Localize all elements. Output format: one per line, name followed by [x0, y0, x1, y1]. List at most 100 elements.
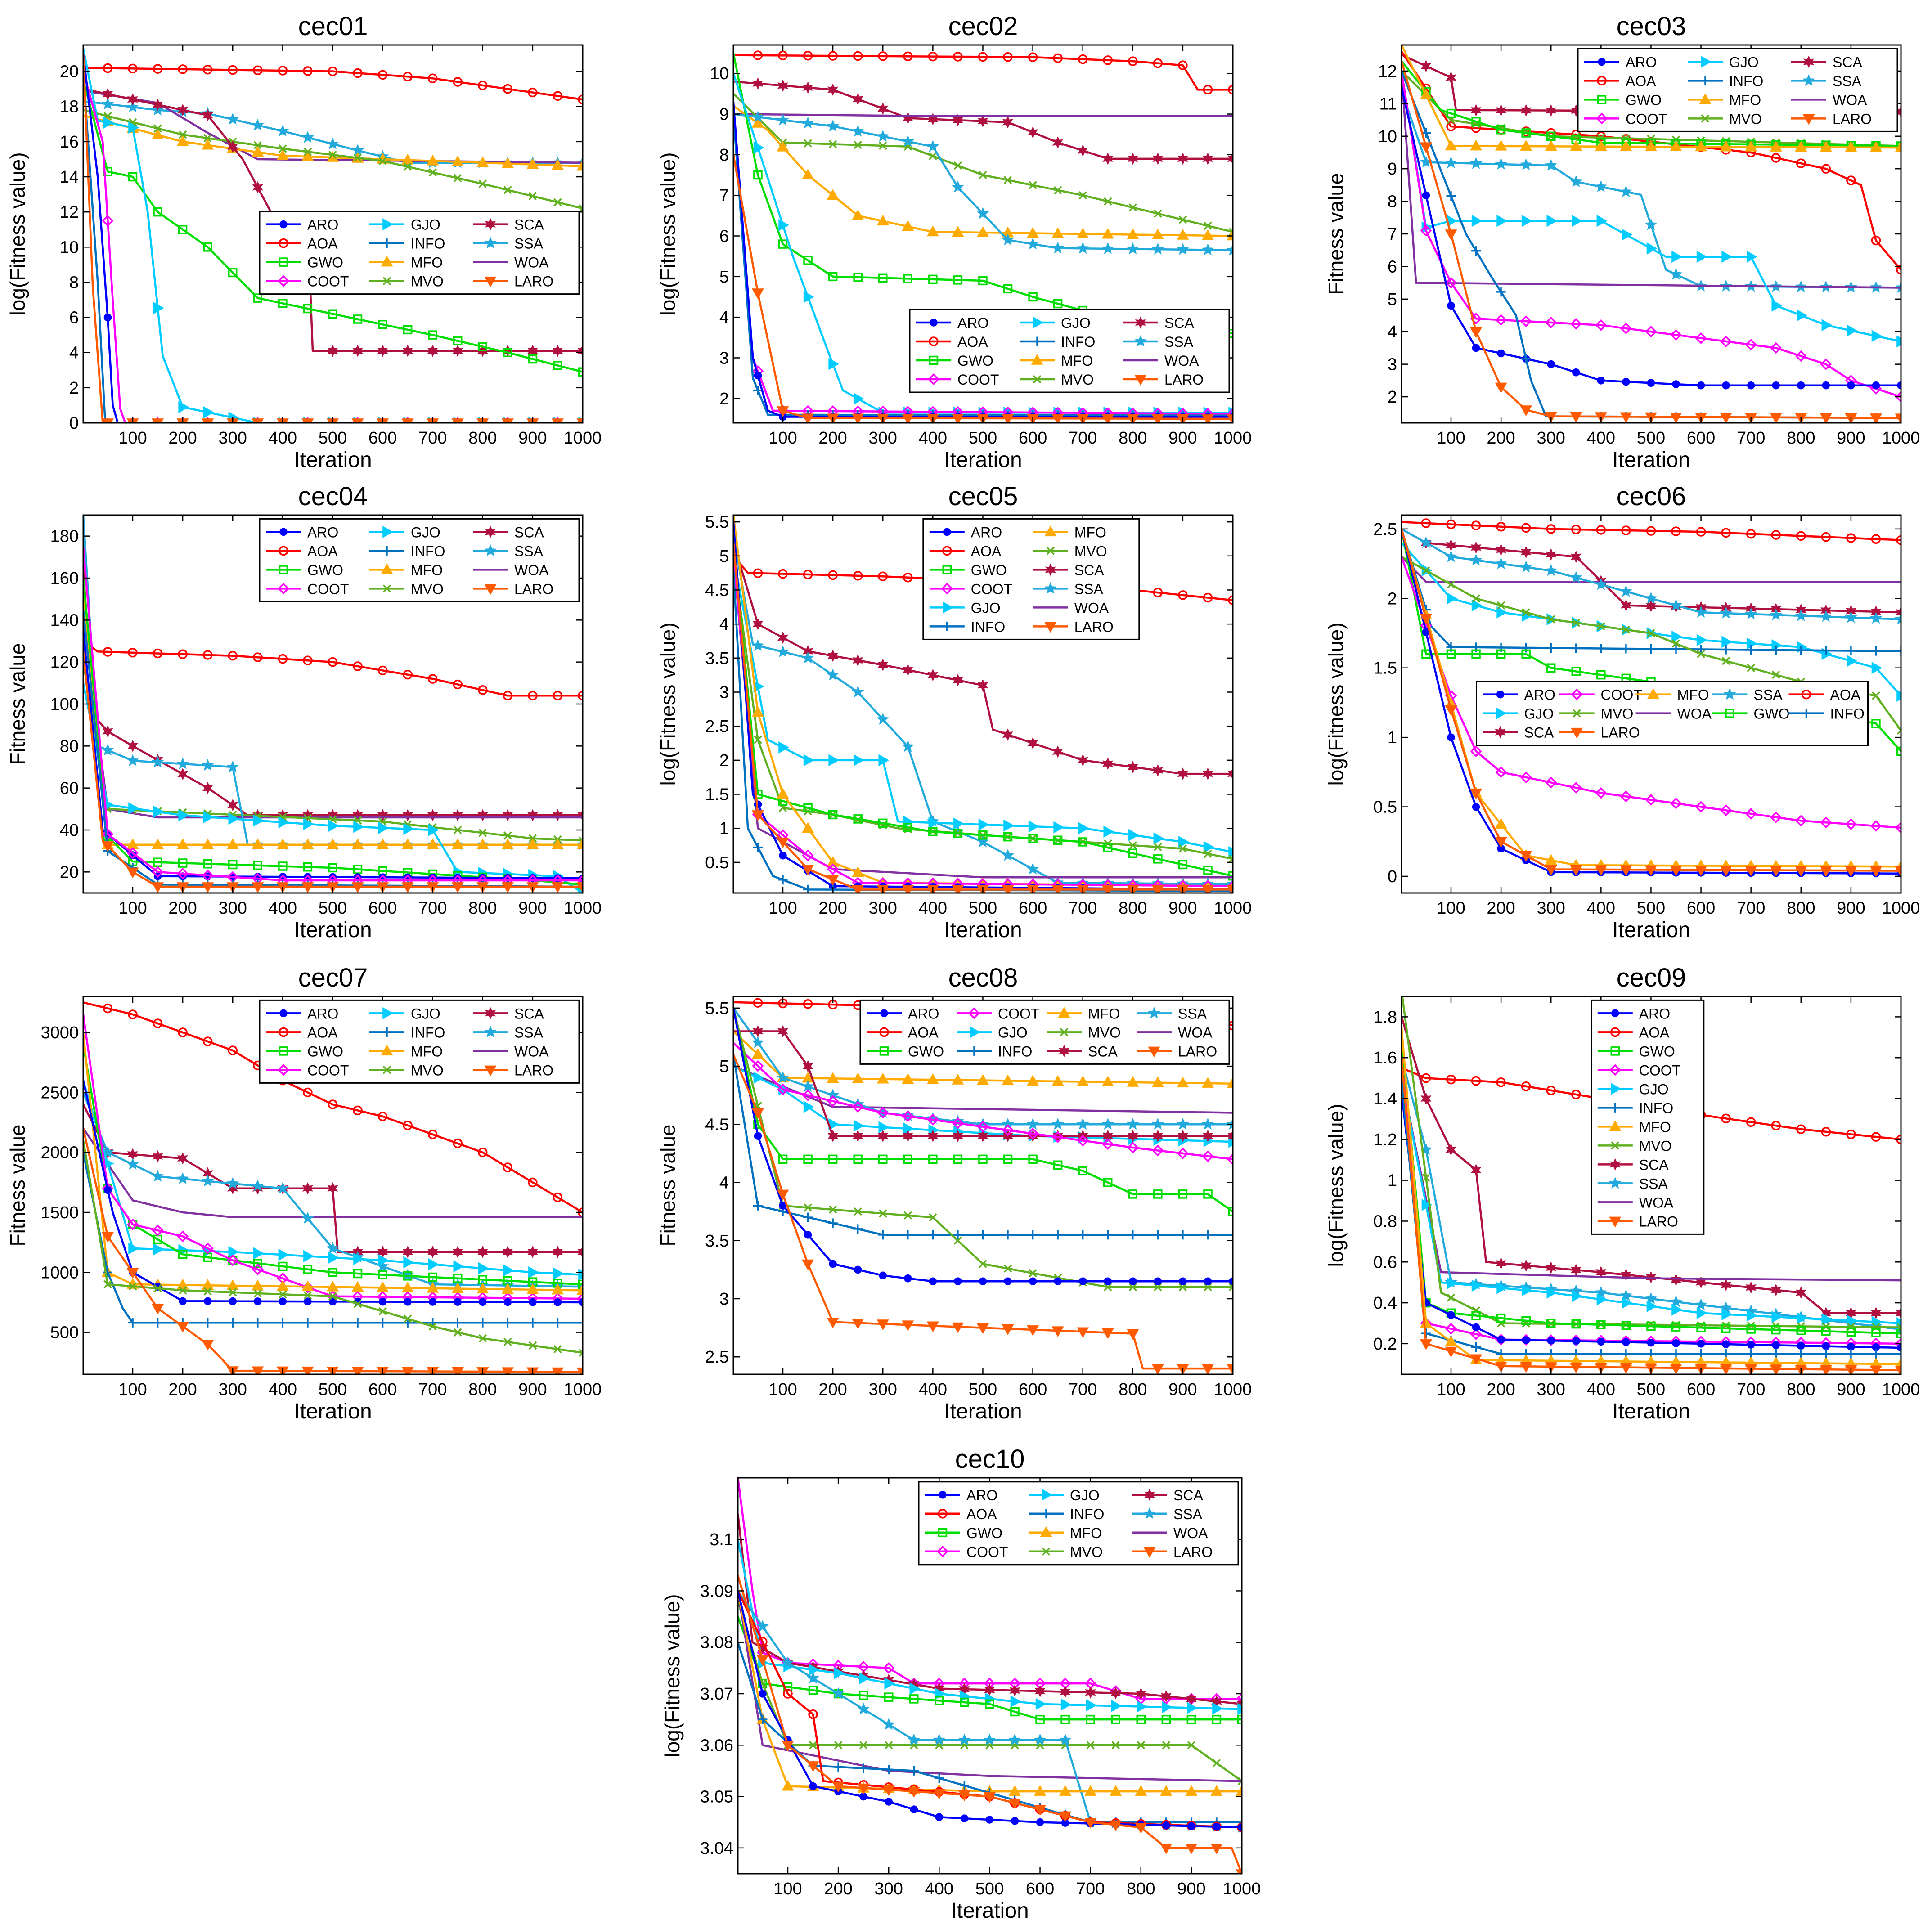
legend-marker: [1042, 1547, 1051, 1556]
data-point-coot: [1745, 807, 1757, 820]
y-tick-label: 1.8: [1373, 1008, 1397, 1027]
data-point-ssa: [1101, 242, 1114, 254]
data-point-gwo: [453, 336, 463, 345]
data-point-info: [884, 1765, 894, 1775]
data-point-info: [753, 1201, 763, 1211]
legend-marker: [1496, 707, 1507, 720]
data-point-aoa: [1771, 153, 1781, 163]
legend-marker: [1611, 1082, 1622, 1095]
data-point-aoa: [453, 1138, 463, 1148]
data-point-gwo: [1546, 1319, 1556, 1328]
legend-entry-info: INFO: [1029, 1506, 1104, 1522]
data-point-mvo: [1128, 1283, 1137, 1292]
data-point-coot: [1895, 821, 1901, 834]
series-markers-mfo: [751, 1048, 1233, 1088]
data-point-ssa: [983, 1733, 996, 1745]
data-point-coot: [202, 869, 214, 881]
data-point-ssa: [1895, 613, 1901, 625]
series-markers-coot: [1420, 619, 1901, 834]
legend-entry-mfo: MFO: [1029, 1525, 1102, 1541]
legend-label: SCA: [1088, 1043, 1118, 1059]
data-point-aro: [754, 1132, 762, 1140]
data-point-ssa: [827, 120, 839, 132]
x-tick-label: 300: [219, 1380, 247, 1399]
x-tick-label: 400: [919, 429, 947, 448]
data-point-gjo: [303, 818, 314, 830]
data-point-laro: [152, 418, 164, 423]
data-point-mvo: [1178, 844, 1187, 853]
data-point-gjo: [1471, 1279, 1483, 1292]
legend-marker: [1058, 1007, 1070, 1018]
data-point-aro: [404, 1298, 412, 1306]
data-point-mvo: [1086, 1741, 1095, 1750]
data-point-gjo: [1821, 1313, 1833, 1326]
data-point-aro: [1572, 1337, 1580, 1345]
data-point-mfo: [551, 1283, 564, 1295]
legend-entry-info: INFO: [369, 543, 445, 559]
data-point-coot: [1227, 880, 1233, 892]
data-point-gwo: [808, 1686, 818, 1695]
data-point-mvo: [953, 1236, 962, 1245]
legend-label: LARO: [1178, 1043, 1217, 1059]
data-point-mvo: [1822, 1322, 1830, 1331]
data-point-aro: [579, 1298, 583, 1306]
data-point-mvo: [1422, 1173, 1430, 1182]
data-point-gwo: [253, 861, 263, 870]
data-point-gjo: [1028, 820, 1039, 833]
data-point-info: [1821, 646, 1831, 655]
series-line-sca: [1402, 1016, 1901, 1314]
data-point-aro: [553, 1298, 562, 1306]
data-point-sca: [927, 1130, 939, 1143]
data-point-coot: [1470, 745, 1482, 757]
legend-marker: [942, 621, 952, 631]
data-point-gwo: [803, 256, 813, 265]
legend-entry-mvo: MVO: [369, 1062, 444, 1078]
data-point-coot: [1027, 1128, 1039, 1139]
data-point-gjo: [328, 820, 339, 832]
x-tick-label: 400: [1587, 899, 1615, 918]
data-point-gwo: [853, 273, 863, 282]
legend-label: AOA: [908, 1024, 939, 1041]
x-axis-label: Iteration: [294, 1400, 372, 1423]
legend-entry-aoa: AOA: [867, 1024, 939, 1041]
y-tick-label: 140: [50, 611, 79, 630]
x-tick-label: 300: [875, 1880, 903, 1898]
data-point-aoa: [553, 691, 563, 701]
data-point-laro: [1445, 705, 1457, 716]
data-point-aoa: [303, 66, 313, 76]
data-point-mfo: [1210, 1785, 1223, 1796]
data-point-gwo: [228, 860, 238, 870]
legend-marker: [484, 276, 497, 287]
data-point-mfo: [451, 1282, 464, 1293]
legend-label: AOA: [307, 543, 338, 559]
y-tick-label: 2.5: [705, 717, 729, 736]
data-point-gwo: [153, 207, 162, 217]
data-point-mfo: [751, 706, 764, 717]
data-point-sca: [327, 809, 338, 822]
data-point-aoa: [328, 1099, 338, 1109]
data-point-ssa: [926, 140, 939, 152]
data-point-gwo: [1871, 718, 1881, 728]
data-point-info: [934, 1773, 944, 1783]
data-point-laro: [1101, 1328, 1114, 1339]
data-point-aro: [1572, 368, 1580, 377]
data-point-coot: [1670, 797, 1682, 809]
legend-entry-sca: SCA: [1123, 315, 1194, 331]
x-tick-label: 500: [969, 429, 997, 448]
x-tick-label: 600: [1687, 429, 1715, 448]
data-point-sca: [402, 344, 413, 357]
legend-box: [909, 309, 1230, 393]
data-point-aoa: [403, 669, 413, 680]
x-tick-label: 1000: [564, 1380, 602, 1399]
legend-entry-sca: SCA: [473, 217, 544, 233]
x-tick-label: 600: [1026, 1880, 1054, 1898]
legend-marker: [382, 1027, 392, 1037]
data-point-aro: [885, 1798, 893, 1806]
data-point-aro: [1179, 1277, 1187, 1285]
legend-label: GWO: [966, 1525, 1002, 1541]
legend-entry-ssa: SSA: [1597, 1175, 1668, 1192]
series-line-woa: [1402, 71, 1901, 289]
legend-marker: [1143, 1547, 1156, 1558]
data-point-aoa: [503, 1162, 513, 1172]
